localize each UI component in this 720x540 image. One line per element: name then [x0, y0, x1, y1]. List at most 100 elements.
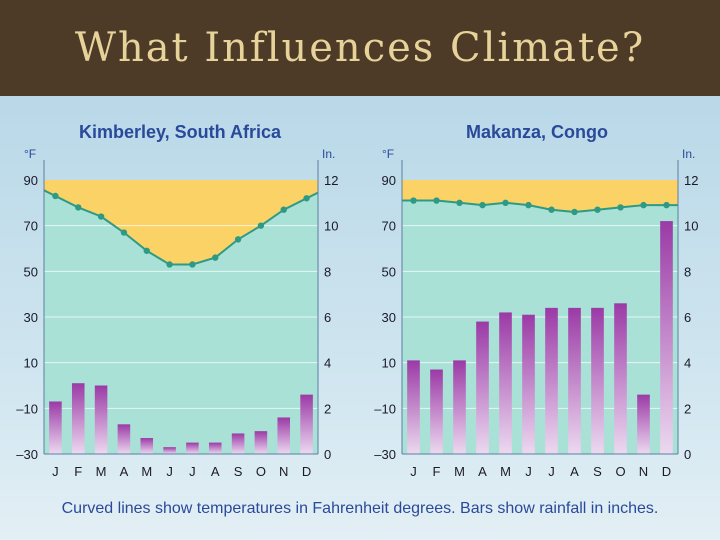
rainfall-bar [254, 431, 268, 454]
rainfall-bar [94, 385, 108, 454]
rainfall-bar [140, 438, 154, 454]
month-tick-label: M [500, 464, 511, 479]
temperature-point [234, 236, 242, 243]
right-tick-label: 10 [684, 219, 698, 234]
month-tick-label: F [433, 464, 441, 479]
right-tick-label: 2 [684, 401, 691, 416]
left-tick-label: 10 [24, 356, 38, 371]
left-tick-label: 70 [382, 219, 396, 234]
month-tick-label: S [234, 464, 243, 479]
month-tick-label: A [570, 464, 579, 479]
plot-background-cool [402, 200, 678, 454]
temperature-point [479, 201, 486, 209]
right-tick-label: 0 [684, 447, 691, 462]
month-tick-label: O [615, 464, 625, 479]
rainfall-bar [545, 307, 558, 454]
month-tick-label: D [302, 464, 311, 479]
right-tick-label: 6 [684, 310, 691, 325]
right-tick-label: 10 [324, 219, 338, 234]
left-tick-label: –30 [16, 447, 38, 462]
rainfall-bar [117, 424, 131, 454]
temperature-point [280, 206, 287, 213]
temperature-point [257, 222, 265, 229]
rainfall-bar [568, 307, 581, 454]
month-tick-label: A [120, 464, 129, 479]
left-tick-label: 50 [382, 264, 396, 279]
month-tick-label: J [410, 464, 417, 479]
rainfall-bar [522, 314, 535, 454]
rainfall-bar [591, 307, 604, 454]
temperature-point [410, 197, 417, 204]
month-tick-label: F [74, 464, 82, 479]
left-tick-label: –10 [16, 401, 38, 416]
left-axis-unit: °F [24, 147, 36, 161]
rainfall-bar [407, 360, 420, 454]
temperature-point [456, 199, 463, 207]
temperature-point [303, 195, 310, 202]
temperature-line [402, 199, 678, 214]
rainfall-bar [300, 394, 313, 454]
right-tick-label: 0 [324, 447, 331, 462]
month-tick-label: J [189, 464, 196, 479]
rainfall-bar [208, 442, 222, 454]
rainfall-bar [49, 401, 62, 454]
right-tick-label: 12 [324, 173, 338, 188]
slide-title: What Influences Climate? [74, 25, 646, 71]
month-tick-label: N [279, 464, 288, 479]
temperature-point [525, 201, 532, 209]
right-tick-label: 2 [324, 401, 331, 416]
month-tick-label: J [166, 464, 173, 479]
rainfall-bar [660, 221, 673, 454]
temperature-point [663, 201, 670, 209]
temperature-point [166, 261, 173, 268]
rainfall-bar [499, 312, 512, 454]
rainfall-bar [476, 321, 489, 454]
right-tick-label: 4 [684, 356, 691, 371]
temperature-point [548, 206, 555, 213]
month-tick-label: J [52, 464, 59, 479]
temperature-point [617, 204, 624, 211]
left-tick-label: –30 [374, 447, 396, 462]
rainfall-bar [277, 417, 291, 454]
month-tick-label: M [141, 464, 152, 479]
left-tick-label: 30 [24, 310, 38, 325]
left-tick-label: 70 [24, 219, 38, 234]
rainfall-bar [430, 369, 443, 454]
left-tick-label: 90 [382, 173, 396, 188]
right-axis-unit: In. [682, 147, 695, 161]
chart-title: Kimberley, South Africa [79, 122, 282, 142]
temperature-point [640, 201, 647, 209]
month-tick-label: D [662, 464, 671, 479]
chart-caption: Curved lines show temperatures in Fahren… [61, 500, 659, 517]
temperature-point [120, 229, 128, 236]
temperature-point [212, 254, 219, 261]
plot-background-cool [44, 190, 318, 455]
temperature-point [75, 204, 82, 211]
month-tick-label: N [639, 464, 648, 479]
temperature-point [433, 197, 440, 204]
left-axis-unit: °F [382, 147, 394, 161]
temperature-point [97, 213, 105, 220]
temperature-point [571, 208, 578, 216]
temperature-point [143, 247, 150, 254]
left-tick-label: 10 [382, 356, 396, 371]
temperature-line [43, 189, 319, 266]
temperature-point [594, 206, 601, 213]
rainfall-bar [71, 383, 85, 454]
right-tick-label: 4 [324, 356, 331, 371]
month-tick-label: J [525, 464, 532, 479]
rainfall-bar [453, 360, 466, 454]
rainfall-bar [614, 303, 627, 454]
left-tick-label: 30 [382, 310, 396, 325]
temperature-point [189, 261, 196, 268]
rainfall-bar [186, 442, 199, 454]
month-tick-label: M [454, 464, 465, 479]
right-axis-unit: In. [322, 147, 335, 161]
month-tick-label: J [548, 464, 555, 479]
rainfall-bar [163, 447, 176, 454]
right-tick-label: 12 [684, 173, 698, 188]
left-tick-label: 90 [24, 173, 38, 188]
